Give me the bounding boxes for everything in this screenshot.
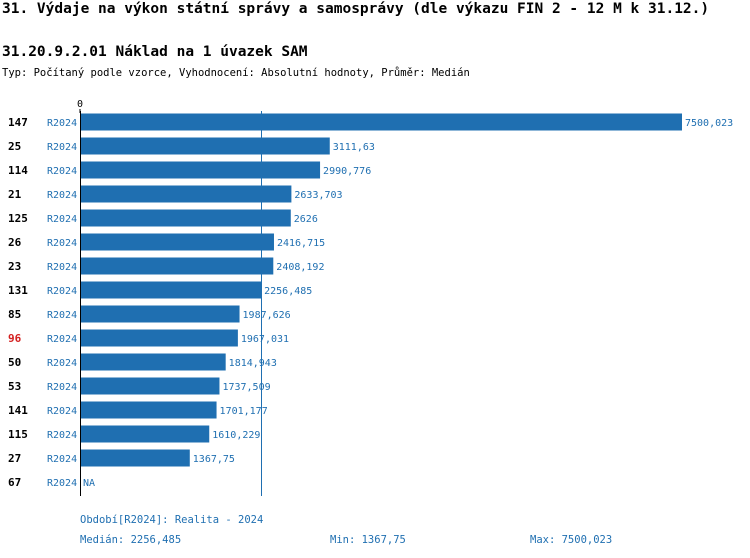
row-period-label: R2024 xyxy=(47,238,77,249)
row-id-label: 27 xyxy=(8,452,21,465)
bar-value-label: 1987,626 xyxy=(243,310,291,321)
bar-value-label: 1737,509 xyxy=(222,382,270,393)
bar xyxy=(80,257,274,275)
row-id-label: 21 xyxy=(8,188,22,201)
min-summary: Min: 1367,75 xyxy=(330,534,406,546)
median-summary: Medián: 2256,485 xyxy=(80,534,182,546)
row-id-label: 23 xyxy=(8,260,21,273)
page-title: 31. Výdaje na výkon státní správy a samo… xyxy=(2,1,710,17)
bar-value-label: 1367,75 xyxy=(193,454,235,465)
bar-value-label: 2416,715 xyxy=(277,238,325,249)
bar-value-label: 2256,485 xyxy=(264,286,312,297)
bar-value-label: 1814,943 xyxy=(229,358,277,369)
bar xyxy=(80,137,330,155)
row-period-label: R2024 xyxy=(47,166,77,177)
bar xyxy=(80,425,210,443)
bar xyxy=(80,113,682,131)
row-id-label: 50 xyxy=(8,356,21,369)
bar xyxy=(80,161,321,179)
max-summary: Max: 7500,023 xyxy=(530,534,613,546)
row-id-label: 147 xyxy=(8,116,28,129)
row-id-label: 115 xyxy=(8,428,28,441)
row-period-label: R2024 xyxy=(47,214,77,225)
bar-value-label: 2408,192 xyxy=(276,262,324,273)
row-id-label: 67 xyxy=(8,476,21,489)
indicator-type-line: Typ: Počítaný podle vzorce, Vyhodnocení:… xyxy=(2,67,470,79)
row-period-label: R2024 xyxy=(47,118,77,129)
row-period-label: R2024 xyxy=(47,286,77,297)
row-period-label: R2024 xyxy=(47,262,77,273)
bar-value-label: 1967,031 xyxy=(241,334,289,345)
bar xyxy=(80,185,292,203)
row-id-label: 125 xyxy=(8,212,28,225)
bar-value-label: 2990,776 xyxy=(323,166,371,177)
row-id-label: 96 xyxy=(8,332,22,345)
row-id-label: 141 xyxy=(8,404,28,417)
row-id-label: 114 xyxy=(8,164,28,177)
bar xyxy=(80,209,291,227)
row-period-label: R2024 xyxy=(47,358,77,369)
indicator-title: 31.20.9.2.01 Náklad na 1 úvazek SAM xyxy=(2,44,308,60)
bar xyxy=(80,353,226,371)
bar xyxy=(80,377,220,395)
row-period-label: R2024 xyxy=(47,190,77,201)
row-id-label: 53 xyxy=(8,380,21,393)
row-period-label: R2024 xyxy=(47,142,77,153)
row-period-label: R2024 xyxy=(47,478,77,489)
axis-zero-label: 0 xyxy=(77,99,83,110)
row-id-label: 85 xyxy=(8,308,21,321)
row-period-label: R2024 xyxy=(47,454,77,465)
bar xyxy=(80,449,190,467)
row-id-label: 25 xyxy=(8,140,21,153)
row-period-label: R2024 xyxy=(47,430,77,441)
bar-value-label: 2626 xyxy=(294,214,318,225)
bar xyxy=(80,401,217,419)
bar xyxy=(80,281,262,299)
bar-value-label: 1610,229 xyxy=(212,430,260,441)
bar-value-label: NA xyxy=(83,478,95,489)
period-note: Období[R2024]: Realita - 2024 xyxy=(80,514,264,526)
bar-value-label: 1701,177 xyxy=(220,406,268,417)
bar xyxy=(80,329,238,347)
row-id-label: 26 xyxy=(8,236,22,249)
bar-value-label: 3111,63 xyxy=(333,142,375,153)
bar xyxy=(80,233,274,251)
row-period-label: R2024 xyxy=(47,406,77,417)
bar xyxy=(80,305,240,323)
row-period-label: R2024 xyxy=(47,310,77,321)
row-period-label: R2024 xyxy=(47,334,77,345)
bar-value-label: 7500,023 xyxy=(685,118,733,129)
row-period-label: R2024 xyxy=(47,382,77,393)
row-id-label: 131 xyxy=(8,284,28,297)
bar-value-label: 2633,703 xyxy=(294,190,342,201)
